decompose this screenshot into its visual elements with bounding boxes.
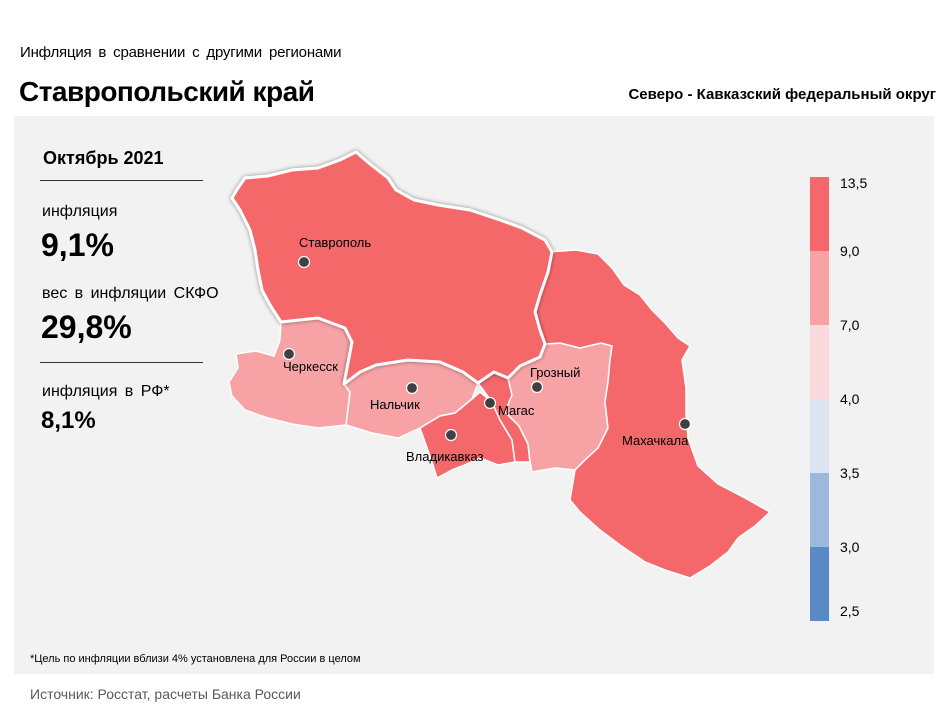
magas-city-marker[interactable]	[483, 396, 497, 410]
cherkessk-city-label: Черкесск	[283, 359, 338, 374]
footnote: *Цель по инфляции вблизи 4% установлена …	[30, 653, 361, 665]
weight-value: 29,8%	[41, 309, 132, 345]
magas-city-label: Магас	[498, 403, 535, 418]
legend-tick-label: 2,5	[840, 603, 860, 619]
legend-band	[810, 399, 829, 473]
grozny-city-marker[interactable]	[530, 380, 544, 394]
legend-tick-label: 13,5	[840, 175, 868, 191]
legend-band	[810, 547, 829, 621]
legend-tick-label: 3,0	[840, 539, 860, 555]
color-legend: 13,5 9,0 7,0 4,0 3,5 3,0 2,5	[808, 175, 868, 627]
source-note: Источник: Росстат, расчеты Банка России	[30, 686, 301, 702]
weight-label: вес в инфляции СКФО	[42, 285, 219, 302]
legend-tick-label: 4,0	[840, 391, 860, 407]
inflation-label: инфляция	[42, 203, 118, 220]
dagestan-region[interactable]	[534, 249, 771, 579]
divider	[40, 362, 203, 363]
legend-tick-label: 7,0	[840, 317, 860, 333]
page-subtitle: Инфляция в сравнении с другими регионами	[20, 44, 342, 61]
divider	[40, 180, 203, 181]
cherkessk-city-marker[interactable]	[282, 347, 296, 361]
vladikavkaz-city-label: Владикавказ	[406, 449, 484, 464]
stavropol-city-label: Ставрополь	[299, 235, 371, 250]
nalchik-city-marker[interactable]	[405, 381, 419, 395]
legend-tick-label: 3,5	[840, 465, 860, 481]
period-label: Октябрь 2021	[43, 148, 164, 168]
nalchik-city-label: Нальчик	[370, 397, 420, 412]
stavropol-region[interactable]	[230, 150, 554, 386]
makhachkala-city-label: Махачкала	[622, 433, 689, 448]
grozny-city-label: Грозный	[530, 365, 580, 380]
legend-tick-label: 9,0	[840, 243, 860, 259]
district-title: Северо - Кавказский федеральный округ	[628, 86, 936, 103]
legend-band	[810, 251, 829, 325]
legend-band	[810, 473, 829, 547]
inflation-value: 9,1%	[41, 227, 114, 263]
makhachkala-city-marker[interactable]	[678, 417, 692, 431]
legend-band	[810, 325, 829, 399]
region-title: Ставропольский край	[19, 76, 315, 107]
vladikavkaz-city-marker[interactable]	[444, 428, 458, 442]
rf-inflation-value: 8,1%	[41, 407, 96, 434]
rf-inflation-label: инфляция в РФ*	[42, 383, 170, 400]
stavropol-city-marker[interactable]	[297, 255, 311, 269]
legend-band	[810, 177, 829, 251]
